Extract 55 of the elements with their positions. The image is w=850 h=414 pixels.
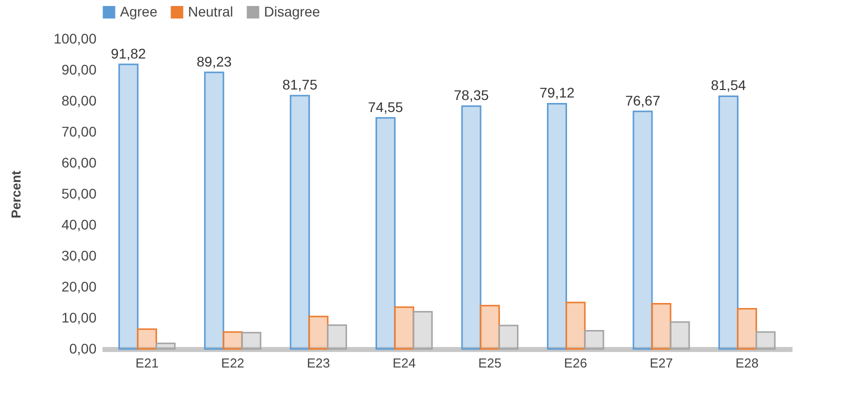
x-tick-label: E28 <box>735 356 759 370</box>
data-label: 74,55 <box>368 98 404 115</box>
legend-label: Neutral <box>188 3 234 20</box>
x-tick-label: E27 <box>650 356 673 370</box>
bar <box>308 316 328 350</box>
y-tick-label: 20,00 <box>61 278 97 294</box>
data-label: 89,23 <box>196 53 232 70</box>
bar <box>461 105 482 350</box>
bar <box>222 331 243 350</box>
y-tick-label: 80,00 <box>61 92 97 108</box>
y-tick-label: 90,00 <box>61 62 97 78</box>
x-tick-label: E22 <box>221 356 244 370</box>
y-tick-label: 60,00 <box>61 154 97 170</box>
bar <box>241 332 262 350</box>
y-tick-label: 50,00 <box>61 186 97 202</box>
bar <box>651 302 672 350</box>
bar <box>632 110 653 350</box>
y-axis-title: Percent <box>8 170 24 218</box>
bar <box>394 306 414 350</box>
bar <box>156 342 176 350</box>
bar <box>546 102 568 350</box>
bar <box>204 72 224 350</box>
data-label: 79,12 <box>539 84 575 101</box>
bar <box>498 324 518 350</box>
bar <box>670 321 690 350</box>
bar <box>584 330 604 350</box>
bar <box>718 95 738 350</box>
x-tick-label: E26 <box>564 356 588 370</box>
y-tick-label: 0,00 <box>69 340 97 356</box>
data-label: 78,35 <box>454 87 490 104</box>
data-label: 91,82 <box>110 45 146 62</box>
data-label: 76,67 <box>625 92 660 108</box>
bar <box>118 64 138 350</box>
data-label: 81,54 <box>710 77 746 94</box>
x-tick-label: E25 <box>478 356 502 370</box>
legend-label: Agree <box>120 3 158 20</box>
data-label: 81,75 <box>282 76 318 93</box>
x-tick-label: E21 <box>135 356 159 370</box>
y-tick-label: 10,00 <box>61 310 97 326</box>
bar <box>736 308 758 350</box>
x-tick-label: E23 <box>306 356 330 370</box>
bar <box>756 331 776 350</box>
bar <box>136 328 158 350</box>
bar <box>480 304 500 350</box>
bar <box>566 302 586 350</box>
y-tick-label: 100,00 <box>54 30 97 46</box>
bar <box>326 324 348 350</box>
bar <box>290 94 310 350</box>
y-tick-label: 70,00 <box>61 124 97 140</box>
y-tick-label: 30,00 <box>61 248 97 264</box>
legend-label: Disagree <box>264 3 320 20</box>
x-tick-label: E24 <box>392 356 416 370</box>
bar <box>376 117 396 350</box>
bar <box>412 311 433 350</box>
y-tick-label: 40,00 <box>61 216 97 232</box>
